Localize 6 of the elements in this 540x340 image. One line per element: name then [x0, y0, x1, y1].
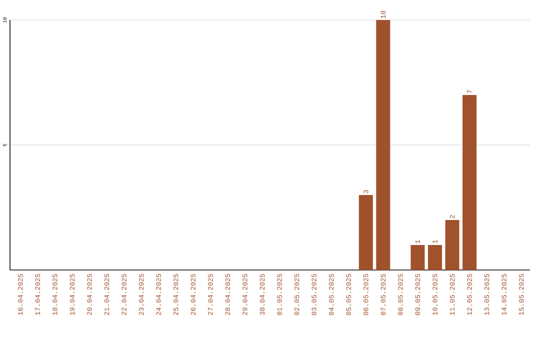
bar: [445, 220, 460, 270]
bar: [410, 245, 425, 270]
bar: [358, 195, 373, 270]
bar: [462, 94, 477, 270]
bar: [428, 245, 442, 270]
bar: [376, 20, 390, 270]
